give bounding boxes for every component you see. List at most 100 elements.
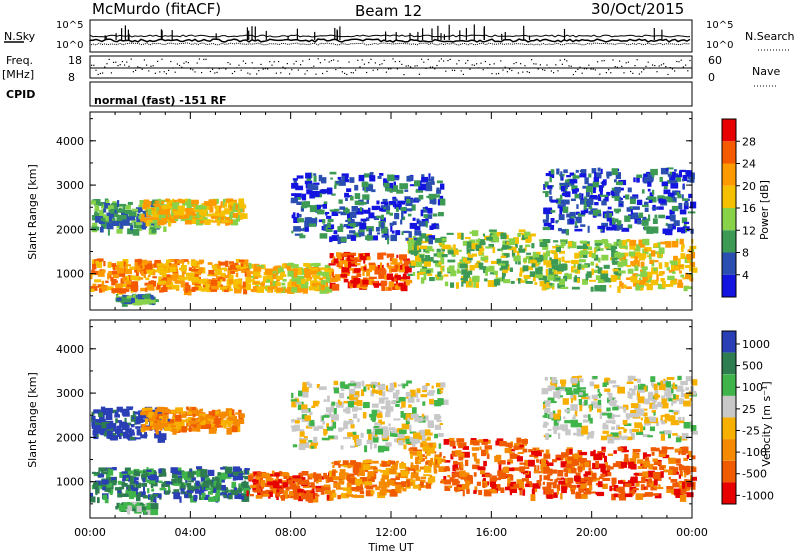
echo-cell [121, 483, 128, 487]
echo-cell [369, 175, 376, 182]
echo-cell [600, 194, 608, 197]
echo-cell [121, 283, 127, 288]
echo-cell [407, 467, 416, 471]
echo-cell [551, 286, 555, 290]
echo-cell [325, 212, 330, 214]
echo-cell [325, 226, 333, 232]
echo-cell [564, 182, 570, 186]
echo-cell [315, 206, 321, 213]
echo-cell [563, 478, 566, 481]
echo-cell [187, 428, 191, 431]
echo-cell [394, 438, 398, 443]
echo-cell [277, 492, 281, 497]
echo-cell [304, 268, 309, 273]
echo-cell [583, 473, 589, 477]
echo-cell [412, 200, 420, 203]
echo-cell [600, 285, 607, 292]
echo-cell [282, 472, 290, 475]
echo-cell [228, 282, 232, 290]
echo-cell [626, 265, 632, 268]
nave-dot [256, 73, 258, 75]
echo-cell [587, 478, 592, 486]
echo-cell [407, 397, 415, 403]
nave-dot [656, 71, 658, 73]
echo-cell [529, 256, 537, 264]
echo-cell [343, 252, 350, 257]
echo-cell [681, 244, 685, 249]
echo-cell [205, 487, 213, 490]
echo-cell [393, 433, 401, 437]
echo-cell [519, 245, 523, 249]
echo-cell [116, 295, 119, 298]
echo-cell [101, 280, 105, 288]
echo-cell [394, 275, 401, 281]
echo-cell [458, 442, 464, 449]
echo-cell [434, 454, 441, 459]
echo-cell [95, 492, 98, 496]
echo-cell [413, 237, 417, 241]
echo-cell [420, 277, 425, 284]
echo-cell [169, 264, 173, 268]
nsky-tick-top: 10^5 [56, 20, 83, 31]
echo-cell [390, 430, 396, 434]
echo-cell [359, 253, 367, 261]
echo-cell [208, 418, 212, 426]
echo-cell [682, 277, 687, 280]
echo-cell [394, 204, 402, 209]
echo-cell [407, 213, 412, 217]
echo-cell [370, 465, 377, 470]
echo-cell [159, 280, 167, 284]
echo-cell [394, 285, 400, 290]
echo-cell [303, 234, 306, 239]
echo-cell [150, 483, 154, 488]
echo-cell [122, 204, 126, 211]
echo-cell [450, 477, 454, 483]
echo-cell [545, 173, 551, 177]
echo-cell [341, 492, 350, 499]
echo-cell [202, 278, 205, 286]
echo-cell [147, 274, 151, 278]
cpid-text: normal (fast) -151 RF [94, 94, 227, 107]
echo-cell [370, 235, 378, 241]
echo-cell [595, 209, 601, 214]
nave-dot [506, 71, 508, 73]
echo-cell [419, 454, 423, 460]
echo-cell [355, 263, 361, 266]
echo-cell [647, 181, 652, 187]
echo-cell [660, 434, 665, 441]
nave-dot [434, 68, 436, 70]
echo-cell [277, 479, 282, 484]
echo-cell [384, 463, 391, 467]
echo-cell [665, 454, 670, 457]
echo-cell [350, 235, 357, 241]
echo-cell [318, 267, 321, 272]
echo-cell [554, 479, 558, 483]
echo-cell [122, 259, 129, 264]
echo-cell [400, 279, 407, 282]
echo-cell [181, 413, 187, 418]
echo-cell [123, 261, 126, 268]
echo-cell [214, 477, 220, 484]
echo-cell [647, 478, 653, 484]
echo-cell [548, 207, 553, 214]
nave-dot [245, 62, 247, 64]
echo-cell [597, 389, 600, 393]
echo-cell [369, 172, 374, 177]
echo-cell [235, 470, 244, 474]
echo-cell [180, 488, 185, 495]
echo-cell [310, 276, 313, 280]
echo-cell [677, 282, 684, 288]
echo-cell [301, 278, 306, 284]
echo-cell [323, 429, 327, 436]
echo-cell [301, 409, 309, 414]
echo-cell [657, 242, 661, 246]
echo-cell [528, 258, 531, 264]
echo-cell [476, 481, 481, 486]
echo-cell [383, 182, 392, 188]
echo-cell [418, 460, 421, 464]
echo-cell [547, 474, 551, 481]
echo-cell [484, 278, 488, 282]
echo-cell [385, 442, 392, 447]
echo-cell [460, 278, 468, 281]
echo-cell [291, 230, 294, 234]
